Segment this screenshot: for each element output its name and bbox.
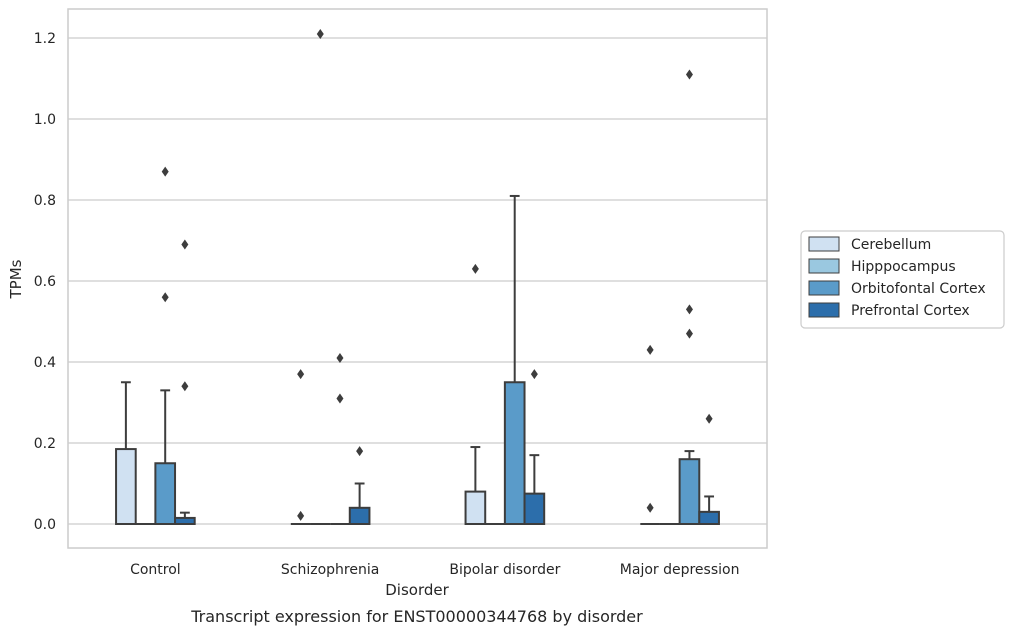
x-axis-label: Disorder bbox=[385, 581, 449, 599]
outlier-point bbox=[471, 263, 479, 274]
box-prefrontal-cortex bbox=[698, 495, 720, 526]
legend-label: Prefrontal Cortex bbox=[851, 303, 970, 319]
outlier-points bbox=[161, 28, 713, 521]
legend-label: Hipppocampus bbox=[851, 259, 956, 275]
y-axis-label: TPMs bbox=[7, 259, 25, 299]
chart-caption: Transcript expression for ENST0000034476… bbox=[190, 607, 643, 626]
outlier-point bbox=[316, 28, 324, 39]
box bbox=[464, 490, 487, 526]
outlier-point bbox=[646, 344, 654, 355]
box-cerebellum bbox=[115, 381, 137, 526]
box bbox=[154, 462, 177, 525]
y-tick-label: 0.0 bbox=[34, 517, 56, 533]
box-orbitofontal-cortex bbox=[154, 389, 177, 525]
box-orbitofontal-cortex bbox=[678, 450, 701, 526]
outlier-point bbox=[685, 328, 693, 339]
y-tick-label: 0.2 bbox=[34, 436, 56, 452]
outlier-point bbox=[297, 510, 305, 521]
legend-item: Cerebellum bbox=[808, 236, 931, 253]
x-tick-labels: Control Schizophrenia Bipolar disorder Majo… bbox=[130, 562, 739, 578]
box-cerebellum bbox=[464, 446, 487, 526]
legend-frame bbox=[800, 230, 1005, 329]
legend-swatch bbox=[808, 302, 840, 318]
legend-label: Orbitofontal Cortex bbox=[851, 281, 986, 297]
outlier-point bbox=[161, 292, 169, 303]
box-orbitofontal-cortex bbox=[503, 194, 526, 525]
x-tick-label: Schizophrenia bbox=[281, 562, 379, 578]
y-tick-label: 1.2 bbox=[34, 31, 56, 47]
y-tick-label: 0.4 bbox=[34, 355, 56, 371]
box-prefrontal-cortex bbox=[523, 454, 546, 525]
legend-item: Hipppocampus bbox=[808, 258, 956, 275]
y-tick-label: 1.0 bbox=[34, 112, 56, 128]
outlier-point bbox=[685, 304, 693, 315]
outlier-point bbox=[161, 166, 169, 177]
outlier-point bbox=[336, 393, 344, 404]
outlier-point bbox=[705, 413, 713, 424]
legend-item: Orbitofontal Cortex bbox=[808, 280, 986, 297]
grid-lines bbox=[68, 37, 767, 525]
box-series bbox=[115, 194, 720, 526]
outlier-point bbox=[356, 446, 364, 457]
y-tick-label: 0.8 bbox=[34, 193, 56, 209]
outlier-point bbox=[297, 369, 305, 380]
box bbox=[698, 510, 720, 526]
y-tick-labels: 0.0 0.2 0.4 0.6 0.8 1.0 1.2 bbox=[34, 31, 56, 533]
outlier-point bbox=[181, 381, 189, 392]
x-tick-label: Major depression bbox=[620, 562, 740, 578]
x-tick-label: Bipolar disorder bbox=[449, 562, 560, 578]
legend-label: Cerebellum bbox=[851, 237, 931, 253]
legend: Cerebellum Hipppocampus Orbitofontal Corte… bbox=[800, 230, 1005, 329]
outlier-point bbox=[685, 69, 693, 80]
plot-frame bbox=[67, 8, 768, 549]
box-prefrontal-cortex bbox=[348, 482, 371, 525]
legend-swatch bbox=[808, 258, 840, 274]
legend-swatch bbox=[808, 236, 840, 252]
y-tick-label: 0.6 bbox=[34, 274, 56, 290]
box bbox=[678, 458, 701, 526]
outlier-point bbox=[646, 502, 654, 513]
x-tick-label: Control bbox=[130, 562, 181, 578]
outlier-point bbox=[530, 369, 538, 380]
box bbox=[115, 448, 137, 526]
box bbox=[523, 492, 546, 525]
legend-swatch bbox=[808, 280, 840, 296]
box-prefrontal-cortex bbox=[174, 511, 196, 525]
legend-item: Prefrontal Cortex bbox=[808, 302, 970, 319]
box bbox=[348, 506, 371, 525]
outlier-point bbox=[181, 239, 189, 250]
outlier-point bbox=[336, 352, 344, 363]
box bbox=[503, 381, 526, 525]
